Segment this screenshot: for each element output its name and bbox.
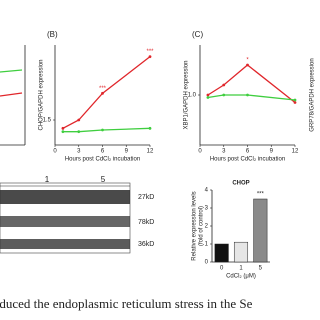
series-line <box>62 127 151 133</box>
point <box>222 83 226 87</box>
x-tick-label: 9 <box>270 149 274 155</box>
panel-title: (B) <box>47 30 58 39</box>
band <box>0 239 130 249</box>
x-tick-label: 1 <box>239 266 243 272</box>
point <box>206 93 210 97</box>
western-blot <box>0 182 131 254</box>
x-tick-label: 6 <box>246 149 250 155</box>
point <box>206 96 210 99</box>
series-line <box>62 56 151 129</box>
x-tick-label: 3 <box>222 149 226 155</box>
marker-label: 36kD <box>138 241 154 248</box>
y-tick-label: 4 <box>205 188 209 194</box>
point <box>77 118 81 122</box>
point <box>293 101 297 104</box>
y-axis-label: Relative expression levels <box>192 191 198 260</box>
band <box>0 190 130 204</box>
x-axis-label: CdCl₂ (μM) <box>226 274 256 280</box>
point <box>61 130 65 134</box>
bar <box>253 198 268 263</box>
point <box>61 126 65 130</box>
band <box>0 216 130 227</box>
x-tick-label: 5 <box>259 266 263 272</box>
x-tick-label: 9 <box>125 149 129 155</box>
point <box>148 55 152 59</box>
chart-title: CHOP <box>232 181 249 187</box>
point <box>148 126 152 130</box>
marker-label: 78kD <box>138 219 154 226</box>
bar <box>214 243 229 263</box>
partial-line <box>0 69 23 73</box>
partial-ylabel: GRP78/GAPDH expression <box>310 58 316 131</box>
caption: ment induced the endoplasmic reticulum s… <box>0 296 253 311</box>
point <box>77 130 81 134</box>
y-axis-label: (fold of control) <box>199 206 205 246</box>
series-line <box>207 94 296 101</box>
x-axis-label: Hours post CdCl₂ incubation <box>210 157 285 163</box>
y-tick-label: 3 <box>205 206 209 212</box>
x-tick-label: 3 <box>77 149 81 155</box>
point <box>101 91 104 95</box>
y-tick-label: 1.5 <box>43 118 52 124</box>
x-tick-label: 0 <box>198 149 202 155</box>
x-tick-label: 12 <box>292 149 299 155</box>
partial-line <box>0 92 23 97</box>
point <box>246 63 249 67</box>
y-tick-label: 1 <box>205 242 209 248</box>
annotation: * <box>246 58 249 64</box>
annotation: *** <box>257 192 265 198</box>
series-line <box>207 64 296 104</box>
x-axis-label: Hours post CdCl₂ incubation <box>65 157 140 163</box>
y-tick-label: 2 <box>205 224 209 230</box>
annotation: *** <box>99 86 107 92</box>
y-axis-label: XBP1/GAPDH expression <box>184 60 190 129</box>
point <box>293 98 297 102</box>
x-tick-label: 0 <box>53 149 57 155</box>
x-tick-label: 12 <box>147 149 154 155</box>
point <box>222 93 226 97</box>
x-tick-label: 0 <box>220 266 224 272</box>
lane-label: 1 <box>45 175 50 184</box>
lane-label: 5 <box>101 175 106 184</box>
y-axis-label: CHOP/GAPDH expression <box>39 59 45 130</box>
panel-title: (C) <box>192 30 203 39</box>
point <box>246 93 249 97</box>
bar <box>233 241 249 263</box>
point <box>101 128 104 132</box>
x-tick-label: 6 <box>101 149 105 155</box>
marker-label: 27kD <box>138 194 154 201</box>
annotation: *** <box>146 49 154 55</box>
y-tick-label: 1.0 <box>188 93 197 99</box>
y-tick-label: 0 <box>205 260 209 266</box>
